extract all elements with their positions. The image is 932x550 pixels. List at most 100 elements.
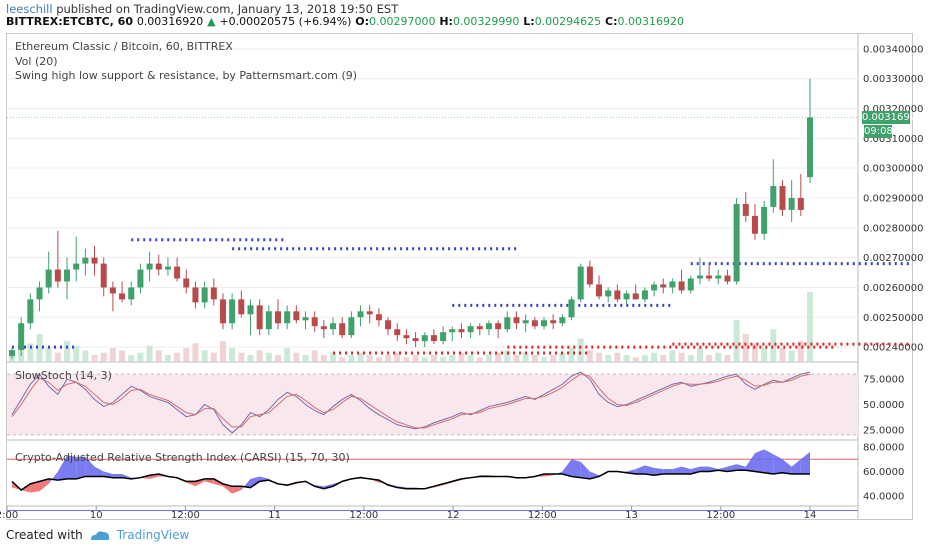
carsi-fill: [773, 454, 783, 474]
volume-legend: Vol (20): [15, 55, 58, 68]
carsi-fill: [644, 465, 655, 476]
volume-bar: [357, 352, 364, 362]
candle-body: [779, 186, 786, 210]
time-tick-label: 10: [90, 510, 103, 521]
carsi-fill: [112, 474, 123, 478]
candle-body: [366, 311, 373, 315]
volume-bar: [137, 352, 144, 362]
volume-bar: [751, 343, 758, 362]
carsi-fill: [672, 466, 682, 474]
volume-bar: [770, 329, 777, 362]
carsi-fill: [654, 467, 664, 476]
symbol-label: BITTREX:ETCBTC, 60: [6, 15, 133, 28]
price-tick-label: 0.00340000: [863, 44, 923, 55]
candle-body: [330, 323, 337, 330]
carsi-fill: [663, 469, 673, 474]
volume-bar: [779, 348, 786, 362]
volume-bar: [605, 355, 612, 362]
volume-bar: [678, 352, 685, 362]
price-tick-label: 0.00270000: [863, 253, 923, 264]
candle-body: [724, 275, 731, 282]
carsi-line: [11, 469, 810, 491]
candle-body: [430, 335, 437, 342]
candle-body: [192, 287, 199, 303]
candle-body: [339, 323, 346, 336]
volume-bar: [256, 350, 263, 362]
stoch-line-d: [11, 373, 811, 429]
candle-body: [742, 203, 749, 216]
volume-bar: [577, 338, 584, 362]
volume-bar: [669, 350, 676, 362]
carsi-fill: [690, 466, 700, 474]
candle-body: [247, 305, 254, 315]
candle-body: [541, 320, 547, 327]
time-tick-label: 12: [447, 510, 460, 521]
stoch-tick-label: 50.0000: [863, 400, 904, 411]
publish-info: leeschill published on TradingView.com, …: [6, 2, 398, 16]
tradingview-logo-text[interactable]: TradingView: [116, 528, 190, 542]
carsi-fill: [94, 466, 104, 477]
volume-bar: [687, 355, 694, 362]
candle-body: [412, 338, 419, 342]
candle-body: [651, 284, 658, 291]
volume-bar: [284, 348, 291, 362]
volume-bar: [320, 355, 327, 362]
candle-body: [119, 293, 126, 300]
volume-bar: [247, 355, 254, 362]
candle-body: [440, 332, 447, 342]
carsi-fill: [562, 459, 572, 477]
volume-bar: [302, 355, 309, 362]
candle-body: [467, 326, 474, 333]
carsi-tick-label: 40.0000: [863, 492, 904, 503]
volume-bar: [164, 355, 171, 362]
carsi-fill: [250, 476, 260, 488]
author-link[interactable]: leeschill: [6, 2, 53, 16]
carsi-fill: [571, 459, 581, 478]
volume-bar: [733, 320, 740, 362]
candle-body: [394, 329, 401, 336]
volume-bar: [706, 355, 713, 362]
volume-bar: [192, 343, 199, 362]
candle-body: [155, 263, 162, 270]
candle-body: [660, 284, 667, 288]
volume-bar: [660, 355, 667, 362]
quote-bar: BITTREX:ETCBTC, 60 0.00316920 ▲ +0.00020…: [6, 15, 684, 28]
time-tick-label: 14: [804, 510, 817, 521]
candle-body: [64, 269, 71, 282]
candle-body: [284, 311, 291, 324]
volume-bar: [651, 352, 658, 362]
volume-bar: [375, 357, 382, 362]
volume-bar: [724, 355, 731, 362]
created-with-label: Created with: [6, 528, 83, 542]
price-tick-label: 0.00300000: [863, 164, 923, 175]
carsi-fill: [30, 481, 40, 493]
carsi-fill: [800, 451, 810, 474]
candle-body: [403, 335, 410, 339]
bar-countdown-tag: 09:08: [864, 125, 893, 138]
volume-bar: [623, 355, 630, 362]
chart-frame[interactable]: [6, 33, 913, 520]
volume-bar: [596, 352, 603, 362]
price-tick-label: 0.00240000: [863, 343, 923, 354]
volume-bar: [761, 348, 768, 362]
volume-bar: [531, 355, 538, 362]
volume-bar: [45, 348, 52, 362]
candle-body: [623, 293, 630, 300]
candle-body: [586, 266, 593, 285]
close-value: 0.00316920: [617, 15, 684, 28]
candle-body: [164, 266, 171, 270]
stoch-band: [7, 374, 858, 435]
candle-body: [82, 257, 89, 264]
volume-bar: [27, 343, 34, 362]
carsi-fill: [791, 459, 801, 474]
candle-body: [751, 215, 758, 234]
volume-bar: [742, 334, 749, 362]
volume-bar: [696, 348, 703, 362]
candle-body: [348, 317, 355, 336]
candle-body: [275, 311, 281, 324]
candle-body: [449, 329, 456, 333]
carsi-fill: [754, 449, 765, 473]
candle-body: [375, 314, 382, 321]
volume-bar: [550, 355, 557, 362]
